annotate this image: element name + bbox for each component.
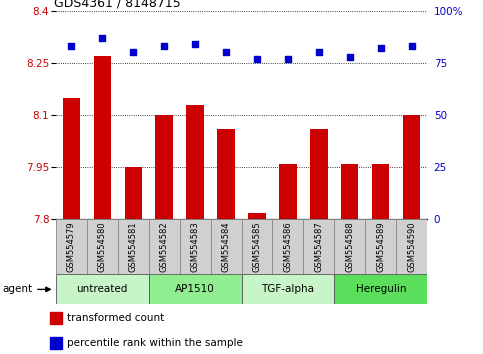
Bar [217, 129, 235, 219]
FancyBboxPatch shape [180, 219, 211, 274]
Text: percentile rank within the sample: percentile rank within the sample [68, 338, 243, 348]
FancyBboxPatch shape [211, 219, 242, 274]
Point [160, 43, 168, 49]
Text: Heregulin: Heregulin [355, 284, 406, 295]
Bar [311, 129, 327, 219]
Text: GSM554586: GSM554586 [284, 222, 293, 272]
Point [346, 54, 354, 59]
Text: agent: agent [2, 284, 32, 295]
Point [98, 35, 106, 41]
Point [408, 43, 416, 49]
FancyBboxPatch shape [242, 274, 334, 304]
Point [129, 50, 137, 55]
Point [284, 56, 292, 62]
Text: GDS4361 / 8148715: GDS4361 / 8148715 [54, 0, 181, 10]
Point [191, 41, 199, 47]
Text: GSM554584: GSM554584 [222, 222, 230, 272]
FancyBboxPatch shape [272, 219, 303, 274]
Text: GSM554581: GSM554581 [128, 222, 138, 272]
FancyBboxPatch shape [334, 274, 427, 304]
Bar [156, 115, 172, 219]
Bar [248, 212, 266, 219]
Point [67, 43, 75, 49]
FancyBboxPatch shape [334, 219, 366, 274]
Text: GSM554589: GSM554589 [376, 222, 385, 272]
FancyBboxPatch shape [117, 219, 149, 274]
Text: GSM554580: GSM554580 [98, 222, 107, 272]
FancyBboxPatch shape [242, 219, 272, 274]
Bar [62, 98, 80, 219]
Point [315, 50, 323, 55]
Bar [186, 104, 203, 219]
Bar [125, 167, 142, 219]
Text: transformed count: transformed count [68, 313, 165, 323]
Text: GSM554582: GSM554582 [159, 222, 169, 272]
Text: TGF-alpha: TGF-alpha [261, 284, 314, 295]
Text: GSM554590: GSM554590 [408, 222, 416, 272]
Text: GSM554585: GSM554585 [253, 222, 261, 272]
Bar [50, 337, 61, 349]
Text: GSM554588: GSM554588 [345, 222, 355, 272]
Bar [372, 164, 389, 219]
FancyBboxPatch shape [86, 219, 117, 274]
Bar [50, 312, 61, 324]
Text: AP1510: AP1510 [175, 284, 215, 295]
Bar [341, 164, 358, 219]
Bar [280, 164, 297, 219]
FancyBboxPatch shape [56, 274, 149, 304]
Text: untreated: untreated [76, 284, 128, 295]
FancyBboxPatch shape [149, 219, 180, 274]
FancyBboxPatch shape [366, 219, 397, 274]
Point [377, 45, 385, 51]
Text: GSM554583: GSM554583 [190, 222, 199, 272]
FancyBboxPatch shape [397, 219, 427, 274]
Point [253, 56, 261, 62]
Text: GSM554587: GSM554587 [314, 222, 324, 272]
Bar [403, 115, 421, 219]
Point [222, 50, 230, 55]
Bar [94, 56, 111, 219]
FancyBboxPatch shape [303, 219, 334, 274]
FancyBboxPatch shape [149, 274, 242, 304]
Text: GSM554579: GSM554579 [67, 222, 75, 272]
FancyBboxPatch shape [56, 219, 86, 274]
